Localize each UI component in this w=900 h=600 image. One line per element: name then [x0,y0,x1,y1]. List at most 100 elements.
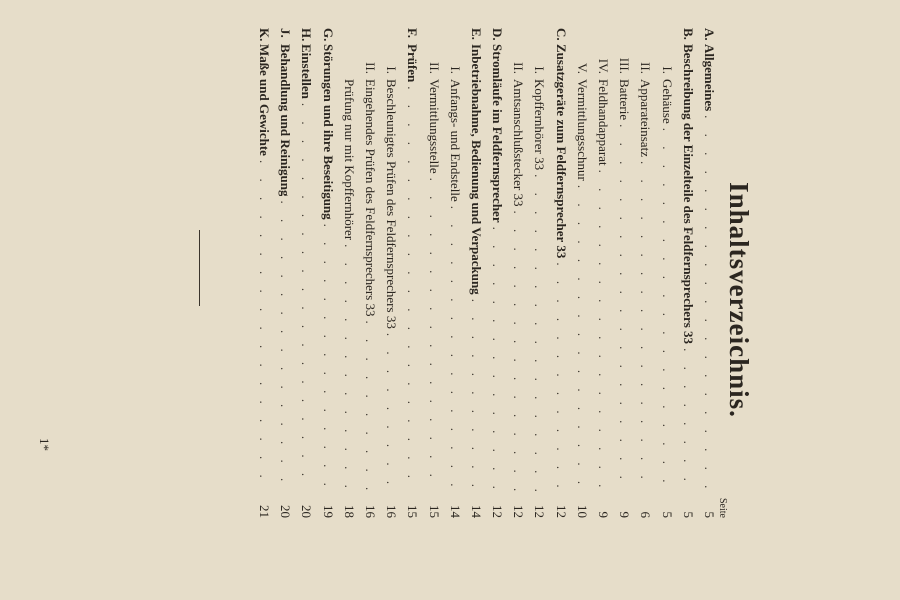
section-letter: B. [680,28,696,40]
subsection-number: I. [384,66,400,74]
section-letter: E. [468,28,484,40]
entry-label: Inbetriebnahme, Bedienung und Verpackung [468,44,484,295]
toc-entry: I. Kopffernhörer 33 12 [526,28,548,518]
page-number: 12 [490,505,506,518]
page-number: 20 [299,505,315,518]
section-letter: D. [490,28,506,41]
toc-entry: II. Eingehendes Prüfen des Feldfernsprech… [357,28,378,518]
dot-leader [616,124,632,492]
page-number: 10 [574,505,590,518]
page-number: 14 [468,505,484,518]
subsection-number: I. [659,66,675,74]
dot-leader [341,244,357,492]
table-of-contents: A. Allgemeines 5 B. Beschreibung der Einzelt… [251,28,717,518]
dot-leader [532,174,548,492]
subsection-number: V. [574,63,590,74]
section-letter: K. [257,28,273,42]
page-number: 9 [596,511,612,519]
entry-label: Feldhandapparat [596,79,612,166]
page-number: 15 [405,505,421,518]
toc-entry: J. Behandlung und Reinigung 20 [272,28,293,518]
toc-entry: D. Stromläufe im Feldfernsprecher 12 [484,28,505,518]
page-number: 16 [384,505,400,518]
toc-entry: I. Anfangs- und Endstelle 14 [442,28,463,518]
page-number: 14 [447,505,463,518]
toc-entry: III. Batterie 9 [611,28,632,518]
dot-leader [447,206,463,492]
entry-label: Amtsanschlußstecker 33 [511,79,527,207]
page-number: 15 [426,505,442,518]
section-letter: J. [278,28,294,38]
signature-mark: 1* [37,438,52,451]
entry-label: Kopffernhörer 33 [532,79,548,171]
entry-label: Allgemeines [702,44,717,112]
dot-leader [468,299,484,492]
page-number: 5 [680,511,696,519]
entry-label: Beschleunigtes Prüfen des Feldfernsprech… [384,79,400,329]
subsection-number: II. [426,62,442,74]
section-letter: G. [320,28,336,42]
dot-leader [277,200,293,492]
toc-entry: V. Vermittlungsschnur 10 [569,28,590,518]
dot-leader [320,224,336,492]
entry-label: Batterie [617,79,633,121]
dot-leader [298,103,314,492]
entry-label: Beschreibung der Einzelteile des Feldfer… [680,44,696,345]
dot-leader [510,210,526,492]
toc-entry: Prüfung nur mit Kopffernhörer 18 [336,28,357,518]
section-letter: A. [702,28,717,41]
entry-label: Vermittlungsstelle [426,79,442,174]
divider-rule [199,230,200,306]
entry-label: Maße und Gewichte [257,44,273,156]
page-number: 9 [617,511,633,519]
subsection-number: II. [638,62,654,74]
subsection-number: IV. [596,58,612,74]
toc-entry: II. Amtsanschlußstecker 33 12 [505,28,526,518]
subsection-number: I. [447,66,463,74]
entry-label: Anfangs- und Endstelle [447,79,463,202]
page-number: 18 [341,505,357,518]
page-column-header: Seite [717,498,728,518]
toc-entry: II. Vermittlungsstelle 15 [420,28,442,518]
page-number: 6 [638,511,654,519]
toc-entry: H. Einstellen 20 [293,28,314,518]
entry-label: Stromläufe im Feldfernsprecher [490,44,506,223]
entry-label: Eingehendes Prüfen des Feldfernsprechers… [363,79,378,317]
toc-entry: G. Störungen und ihre Beseitigung 19 [314,28,336,518]
toc-entry: F. Prüfen 15 [399,28,420,518]
page-number: 19 [320,505,336,518]
page-number: 12 [532,505,548,518]
section-letter: F. [405,28,421,38]
entry-label: Vermittlungsschnur [574,79,590,181]
dot-leader [701,115,717,492]
entry-label: Zusatzgeräte zum Feldfernsprecher 33 [553,44,569,259]
toc-entry: B. Beschreibung der Einzelteile des Feldf… [675,28,696,518]
page-number: 20 [278,505,294,518]
entry-label: Apparateinsatz [638,79,654,157]
entry-label: Prüfung nur mit Kopffernhörer [341,79,357,241]
page-number: 5 [702,511,717,519]
page-number: 21 [257,505,273,518]
dot-leader [595,170,611,492]
dot-leader [426,178,442,492]
subsection-number: II. [511,62,527,74]
toc-entry: K. Maße und Gewichte 21 [251,28,272,518]
subsection-number: III. [617,57,633,74]
page-number: 5 [659,511,675,519]
dot-leader [256,160,272,492]
entry-label: Behandlung und Reinigung [278,44,294,197]
toc-entry: IV. Feldhandapparat 9 [590,28,611,518]
toc-entry: I. Gehäuse 5 [653,28,675,519]
entry-label: Gehäuse [659,79,675,124]
entry-label: Störungen und ihre Beseitigung [320,44,336,220]
section-letter: C. [553,28,569,41]
dot-leader [404,86,420,492]
toc-entry: A. Allgemeines 5 [696,28,717,518]
entry-label: Einstellen [299,44,315,99]
page-number: 16 [363,505,378,518]
dot-leader [574,185,590,492]
subsection-number: I. [532,66,548,74]
page-number: 12 [511,505,527,518]
dot-leader [383,333,399,492]
